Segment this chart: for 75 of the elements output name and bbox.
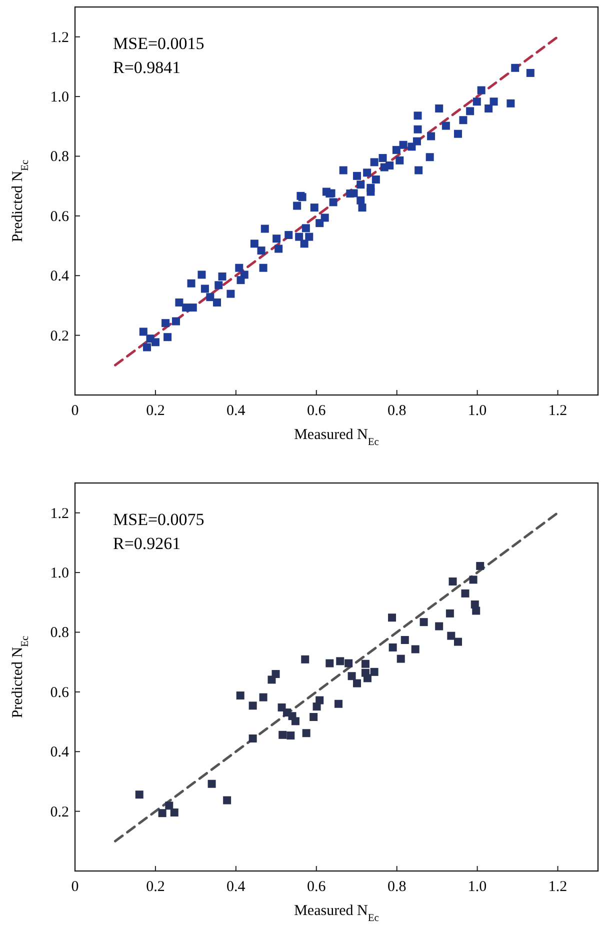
point	[278, 730, 287, 739]
point	[286, 732, 295, 740]
x-tick-label: 1.0	[468, 403, 487, 419]
point	[248, 734, 257, 742]
point	[363, 674, 372, 682]
point	[312, 702, 321, 711]
x-tick-label: 0.4	[226, 879, 246, 895]
y-tick-label: 1.2	[50, 506, 69, 522]
point	[461, 589, 470, 598]
point	[420, 618, 428, 626]
point	[272, 670, 280, 678]
point	[370, 668, 378, 676]
x-axis-title: Measured N$_{Ec}$	[294, 427, 380, 448]
point	[259, 693, 268, 702]
point	[170, 808, 178, 816]
y-tick-label: 0.4	[50, 268, 70, 285]
point	[476, 562, 484, 570]
annotation: MSE=0.0015	[113, 34, 204, 53]
x-tick-label: 0.2	[146, 403, 165, 419]
point	[411, 645, 420, 654]
point	[353, 679, 362, 688]
point	[446, 609, 454, 618]
point	[326, 659, 334, 668]
x-tick-label: 0.6	[307, 879, 326, 895]
point	[336, 657, 344, 666]
point	[388, 643, 397, 652]
point	[165, 802, 174, 810]
point	[236, 692, 244, 700]
y-tick-label: 0.6	[50, 208, 70, 225]
x-tick-label: 1.2	[548, 879, 568, 895]
point	[334, 700, 343, 708]
point	[454, 638, 462, 646]
y-tick-label: 1.2	[50, 30, 69, 46]
point	[301, 655, 310, 664]
point	[344, 659, 353, 668]
point	[361, 660, 370, 668]
point	[135, 790, 144, 799]
point	[302, 729, 310, 738]
x-tick-label: 0.2	[146, 879, 165, 895]
x-tick-label: 0	[71, 403, 79, 419]
y-tick-label: 0.8	[50, 149, 69, 166]
x-tick-label: 0	[71, 879, 79, 895]
point	[283, 708, 292, 717]
x-tick-label: 0.8	[387, 403, 406, 419]
y-tick-label: 0.2	[50, 328, 69, 344]
x-tick-label: 0.6	[307, 403, 326, 419]
y-tick-label: 1.0	[50, 566, 69, 582]
point	[447, 632, 456, 640]
annotation: R=0.9261	[113, 534, 181, 553]
y-tick-label: 1.0	[50, 90, 69, 106]
point	[435, 622, 444, 630]
point	[472, 606, 480, 615]
point	[248, 702, 257, 710]
point	[388, 614, 396, 622]
point	[208, 780, 216, 788]
x-tick-label: 1.0	[468, 879, 487, 895]
x-tick-label: 0.4	[226, 403, 246, 419]
x-axis-title: Measured N$_{Ec}$	[294, 903, 380, 924]
point	[400, 636, 409, 644]
point	[291, 717, 300, 726]
point	[396, 654, 405, 663]
point	[310, 712, 318, 721]
x-tick-label: 0.8	[387, 879, 406, 895]
y-tick-label: 0.6	[50, 684, 70, 701]
point	[223, 796, 232, 804]
x-tick-label: 1.2	[548, 403, 568, 419]
point	[158, 809, 166, 818]
annotation: MSE=0.0075	[113, 510, 204, 529]
point	[348, 672, 356, 680]
y-tick-label: 0.4	[50, 744, 70, 761]
point	[448, 577, 457, 586]
annotation: R=0.9841	[113, 58, 181, 77]
y-tick-label: 0.2	[50, 804, 69, 820]
y-tick-label: 0.8	[50, 625, 69, 642]
point	[469, 576, 478, 584]
